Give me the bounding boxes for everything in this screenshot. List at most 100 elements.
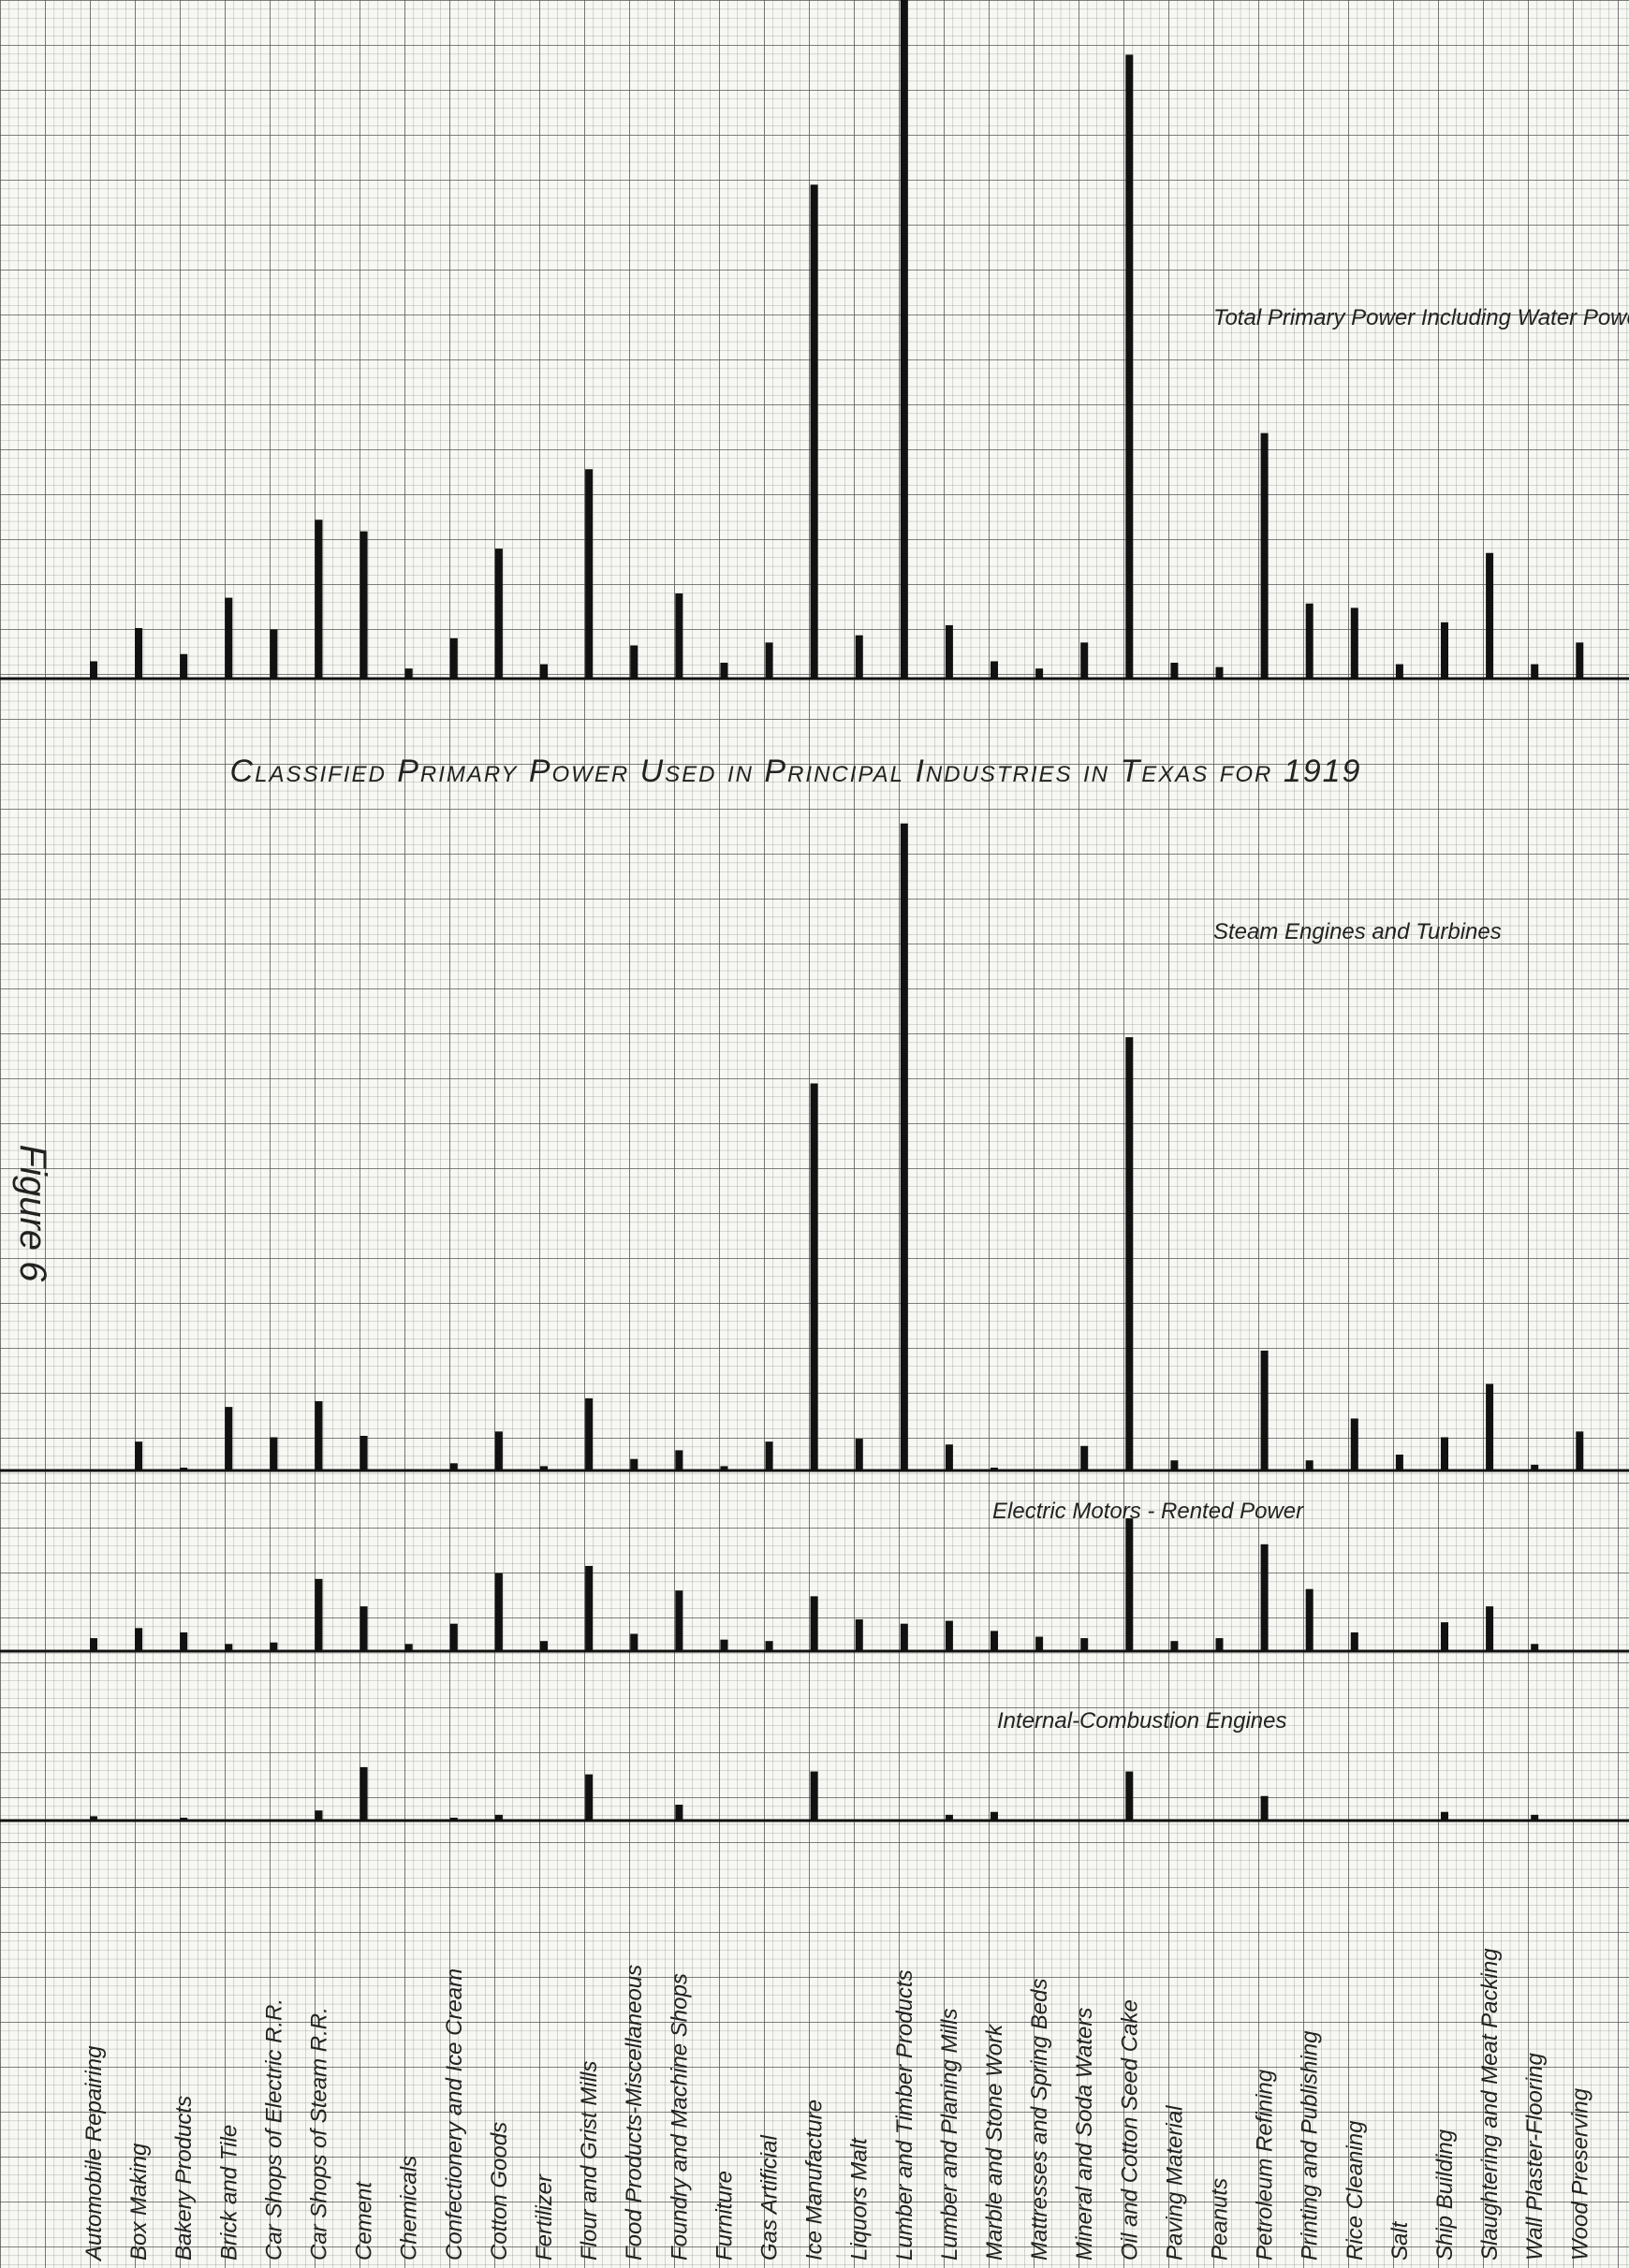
bar — [135, 627, 143, 679]
bar — [540, 664, 548, 679]
series-label: Steam Engines and Turbines — [1213, 919, 1502, 944]
x-tick-label: Mineral and Soda Waters — [1072, 2008, 1097, 2261]
bar — [404, 1644, 413, 1651]
bar — [630, 1633, 638, 1651]
bar — [1350, 607, 1358, 679]
bar — [1441, 1622, 1448, 1651]
bar — [1170, 663, 1179, 679]
bar — [315, 1810, 323, 1821]
bar — [494, 549, 503, 679]
x-tick-label: Mattresses and Spring Beds — [1027, 1979, 1052, 2261]
bar — [991, 1631, 998, 1651]
bar — [225, 597, 233, 679]
bar — [720, 1639, 728, 1651]
series-label: Internal-Combustion Engines — [997, 1708, 1287, 1734]
bar — [1080, 1638, 1089, 1651]
bar — [540, 1641, 548, 1651]
bar — [360, 531, 368, 679]
x-tick-label: Lumber and Timber Products — [892, 1969, 917, 2261]
bar — [404, 1469, 413, 1471]
bar — [991, 1811, 998, 1821]
bar — [494, 1814, 503, 1821]
bar — [90, 1816, 97, 1821]
bar — [855, 635, 863, 679]
bar — [1486, 552, 1494, 679]
bar — [810, 1083, 818, 1471]
bar — [675, 1805, 683, 1821]
bar — [1531, 1464, 1539, 1471]
bar — [1035, 1636, 1044, 1651]
bar — [945, 624, 953, 679]
bar — [991, 1467, 998, 1471]
x-tick-label: Wood Preserving — [1567, 2087, 1592, 2261]
series-label: Electric Motors - Rented Power — [992, 1499, 1304, 1524]
x-tick-label: Cement — [352, 2181, 377, 2261]
bar — [270, 1437, 278, 1471]
bar — [945, 1620, 953, 1651]
bar — [1305, 603, 1313, 679]
bar — [765, 642, 773, 679]
bar — [225, 1407, 233, 1471]
x-tick-label: Rice Cleaning — [1343, 2120, 1368, 2261]
x-tick-label: Box Making — [126, 2143, 152, 2261]
bar — [1080, 1445, 1089, 1471]
bar — [765, 1641, 773, 1651]
bar — [540, 1466, 548, 1471]
x-tick-label: Bakery Products — [171, 2096, 197, 2261]
bar — [675, 1590, 683, 1651]
bar — [180, 653, 188, 679]
bar — [1531, 1644, 1539, 1651]
bar — [180, 1817, 188, 1821]
x-tick-label: Car Shops of Steam R.R. — [307, 2007, 332, 2261]
x-tick-label: Oil and Cotton Seed Cake — [1117, 1999, 1142, 2261]
bar — [1080, 642, 1089, 679]
bar — [1260, 432, 1269, 679]
bar — [1486, 1383, 1494, 1471]
x-tick-label: Lumber and Planing Mills — [937, 2009, 962, 2261]
bar — [1170, 1460, 1179, 1471]
bar — [765, 1441, 773, 1471]
x-tick-label: Food Products-Miscellaneous — [622, 1965, 647, 2261]
x-tick-label: Peanuts — [1208, 2178, 1233, 2261]
bar — [1395, 1455, 1403, 1471]
bar — [1260, 1350, 1269, 1471]
bar — [675, 1450, 683, 1471]
x-tick-label: Printing and Publishing — [1298, 2030, 1323, 2261]
bar — [810, 1771, 818, 1821]
bar — [720, 1466, 728, 1471]
bar — [1125, 1771, 1134, 1821]
bar — [1531, 664, 1539, 679]
bar — [315, 1400, 323, 1471]
x-tick-label: Liquors Malt — [847, 2137, 873, 2261]
bar — [1260, 1544, 1269, 1651]
bar — [1125, 54, 1134, 679]
bar — [449, 1623, 458, 1651]
bar — [900, 823, 908, 1471]
bar — [1441, 622, 1448, 679]
x-tick-label: Brick and Tile — [216, 2125, 242, 2261]
bar — [1576, 642, 1584, 679]
x-tick-label: Salt — [1387, 2220, 1413, 2261]
x-tick-label: Slaughtering and Meat Packing — [1477, 1948, 1503, 2261]
bar — [945, 1444, 953, 1471]
bar — [270, 629, 278, 679]
bar — [1170, 1641, 1179, 1651]
bar — [585, 1397, 594, 1471]
bar — [720, 663, 728, 679]
x-tick-label: Ship Building — [1432, 2129, 1458, 2261]
bar — [180, 1467, 188, 1471]
bar — [900, 0, 908, 680]
bar — [90, 1638, 97, 1651]
bar — [585, 1565, 594, 1651]
x-tick-label: Foundry and Machine Shops — [667, 1973, 692, 2261]
x-tick-label: Fertilizer — [532, 2173, 557, 2261]
bar — [449, 1817, 458, 1821]
bar — [991, 661, 998, 679]
bar — [315, 519, 323, 679]
x-tick-label: Marble and Stone Work — [982, 2023, 1007, 2261]
bar — [585, 1774, 594, 1821]
bar — [1531, 1814, 1539, 1821]
bar — [494, 1431, 503, 1471]
bar — [315, 1578, 323, 1651]
